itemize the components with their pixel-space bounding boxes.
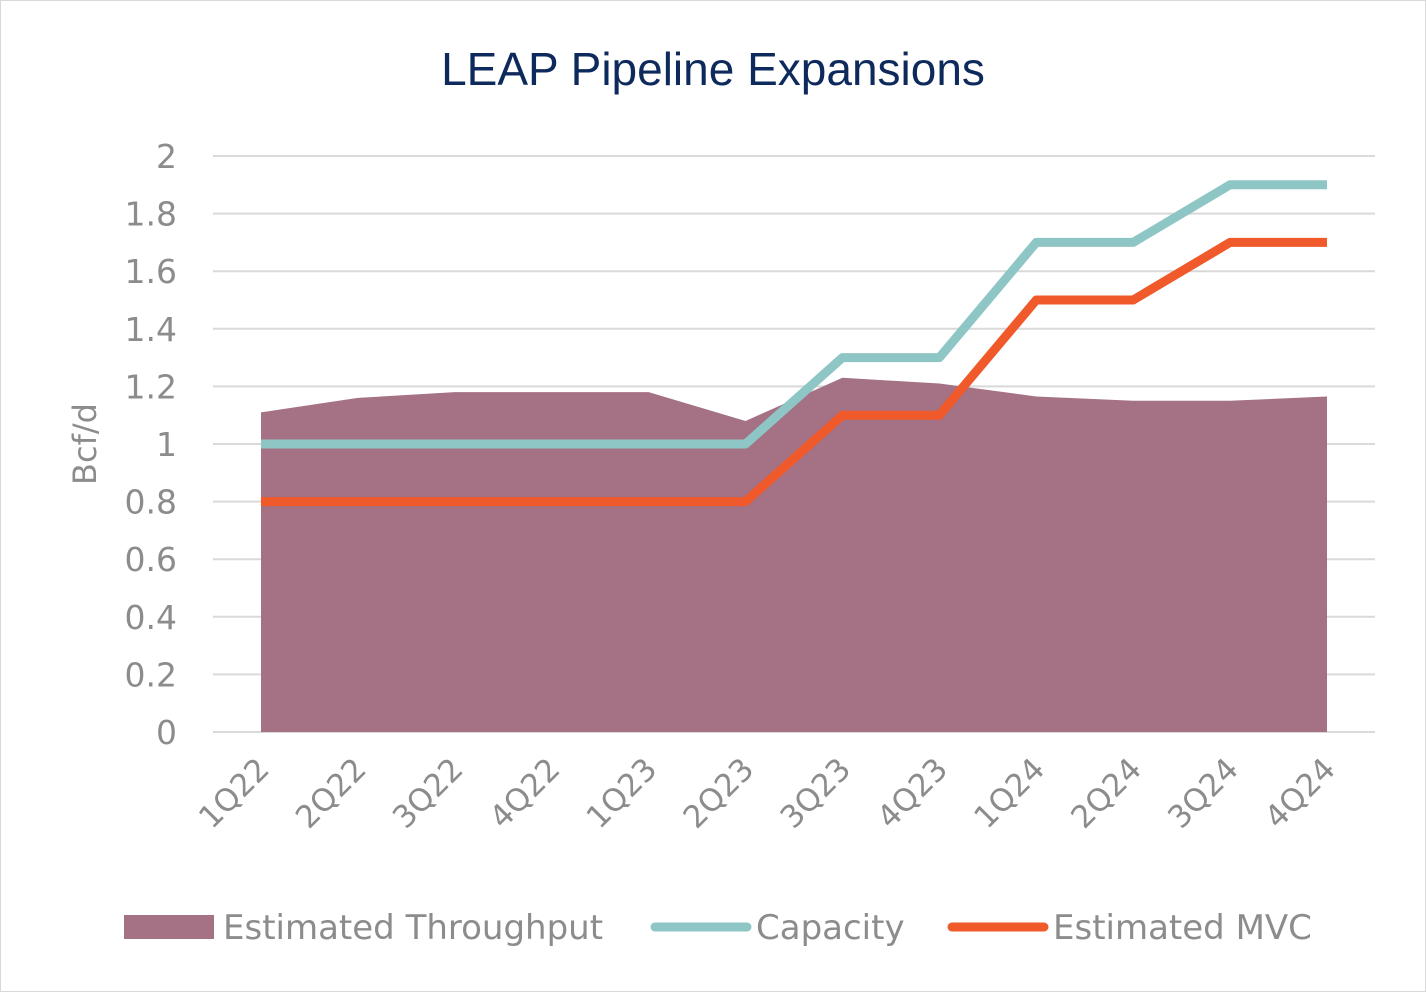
y-tick-label: 0.4 <box>125 598 177 637</box>
x-tick-label: 2Q23 <box>677 751 762 836</box>
x-tick-label: 1Q22 <box>192 751 277 836</box>
y-tick-label: 0.2 <box>125 655 177 694</box>
y-tick-label: 2 <box>156 137 177 176</box>
x-tick-label: 3Q24 <box>1161 751 1246 836</box>
chart-title: LEAP Pipeline Expansions <box>441 43 985 95</box>
y-tick-label: 1.6 <box>125 252 177 291</box>
legend-label-estimated-throughput: Estimated Throughput <box>223 908 603 948</box>
line-layer <box>260 180 1328 507</box>
y-tick-label: 1 <box>156 425 177 464</box>
legend-label-estimated-mvc: Estimated MVC <box>1053 908 1312 948</box>
y-tick-labels: 0 0.2 0.4 0.6 0.8 1 1.2 1.4 1.6 1.8 2 <box>125 137 177 752</box>
x-tick-label: 2Q24 <box>1064 751 1149 836</box>
legend-label-capacity: Capacity <box>756 908 905 948</box>
x-tick-labels: 1Q22 2Q22 3Q22 4Q22 1Q23 2Q23 3Q23 4Q23 1Q24 2Q24… <box>192 751 1343 836</box>
series-area-estimated-throughput <box>261 377 1327 732</box>
legend-swatch-estimated-throughput <box>124 915 214 939</box>
y-tick-label: 1.2 <box>125 367 177 406</box>
y-tick-label: 0.8 <box>125 483 177 522</box>
x-tick-label: 4Q22 <box>483 751 568 836</box>
x-tick-label: 3Q23 <box>774 751 859 836</box>
y-tick-label: 0.6 <box>125 540 177 579</box>
x-tick-label: 1Q24 <box>967 751 1052 836</box>
series-line-estimated-mvc <box>261 237 1327 507</box>
series-line-capacity <box>261 180 1327 449</box>
y-tick-label: 1.8 <box>125 195 177 234</box>
legend: Estimated Throughput Capacity Estimated MV… <box>124 908 1312 948</box>
y-axis-label: Bcf/d <box>66 403 104 485</box>
x-tick-label: 1Q23 <box>580 751 665 836</box>
x-tick-label: 4Q23 <box>870 751 955 836</box>
x-tick-label: 3Q22 <box>386 751 471 836</box>
area-layer <box>261 377 1327 732</box>
x-tick-label: 2Q22 <box>289 751 374 836</box>
y-tick-label: 0 <box>156 713 177 752</box>
y-tick-label: 1.4 <box>125 310 177 349</box>
x-tick-label: 4Q24 <box>1258 751 1343 836</box>
